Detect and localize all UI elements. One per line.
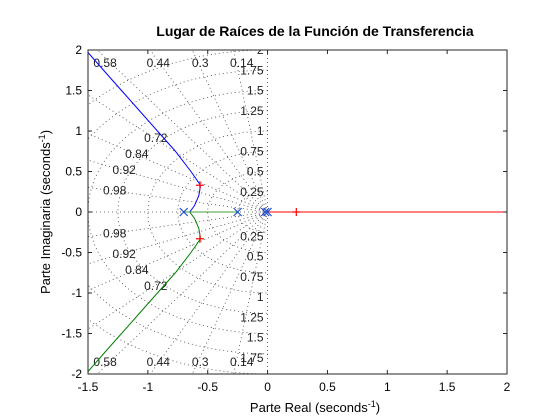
y-tick-label: 0 xyxy=(75,205,82,219)
x-tick-label: 0.5 xyxy=(319,380,336,394)
wn-grid-arc xyxy=(88,90,268,334)
zeta-grid-ray xyxy=(191,211,268,374)
x-tick-label: -0.5 xyxy=(197,380,218,394)
zeta-label-left-lower: 0.84 xyxy=(125,263,149,277)
zeta-grid-ray xyxy=(88,94,268,213)
zeta-grid-ray xyxy=(88,211,268,330)
tick-layer: -1.5 -1 -0.5 0 0.5 1 1.5 2-2-1.5-1-0.500.511.52 xyxy=(61,43,510,394)
locus-branch-1 xyxy=(88,211,202,372)
wn-label-lower: 1 xyxy=(257,290,264,304)
x-tick-label: 2 xyxy=(504,380,511,394)
zeta-label-left-upper: 0.98 xyxy=(103,184,127,198)
x-axis-label: Parte Real (seconds-1) xyxy=(250,399,380,415)
zeta-label-top: 0.44 xyxy=(147,56,171,70)
wn-label-upper: 0.25 xyxy=(240,185,264,199)
y-tick-label: 1.5 xyxy=(65,84,82,98)
y-tick-label: -0.5 xyxy=(61,246,82,260)
zeta-label-left-lower: 0.92 xyxy=(113,247,137,261)
x-tick-label: 1.5 xyxy=(439,380,456,394)
y-tick-label: -1.5 xyxy=(61,327,82,341)
zeta-grid-ray xyxy=(88,159,268,213)
wn-label-lower: 1.75 xyxy=(240,351,264,365)
series-layer xyxy=(88,52,507,372)
y-tick-label: 2 xyxy=(75,43,82,57)
locus-branch-0 xyxy=(88,52,202,213)
x-tick-label: 1 xyxy=(384,380,391,394)
wn-grid-arc xyxy=(88,69,268,355)
zeta-label-bottom: 0.14 xyxy=(230,355,254,369)
y-tick-label: 1 xyxy=(75,124,82,138)
grid-layer: 0.580.580.440.440.30.30.140.140.720.720.… xyxy=(88,43,268,385)
wn-label-lower: 1.25 xyxy=(240,310,264,324)
chart-title: Lugar de Raíces de la Función de Transfe… xyxy=(156,23,474,39)
wn-grid-arc xyxy=(237,191,268,233)
y-tick-label: -2 xyxy=(71,367,82,381)
open-loop-pole xyxy=(233,207,243,217)
wn-label-upper: 1.75 xyxy=(240,63,264,77)
zeta-label-top: 0.14 xyxy=(230,56,254,70)
zeta-label-left-upper: 0.92 xyxy=(113,163,137,177)
wn-label-lower: 1.5 xyxy=(247,331,264,345)
wn-label-upper: 1.25 xyxy=(240,104,264,118)
wn-label-upper: 2 xyxy=(257,43,264,57)
zeta-label-left-upper: 0.84 xyxy=(125,147,149,161)
zeta-label-left-lower: 0.72 xyxy=(144,279,168,293)
y-tick-label: 0.5 xyxy=(65,165,82,179)
y-tick-label: -1 xyxy=(71,286,82,300)
wn-grid-arc xyxy=(177,150,268,274)
zeta-label-top: 0.3 xyxy=(192,56,209,70)
zeta-grid-ray xyxy=(88,211,268,265)
open-loop-pole xyxy=(179,207,189,217)
zeta-grid-ray xyxy=(191,50,268,213)
marker-layer xyxy=(179,181,301,243)
x-tick-label: -1.5 xyxy=(78,380,99,394)
wn-label-lower: 0.25 xyxy=(240,229,264,243)
wn-label-upper: 1.5 xyxy=(247,84,264,98)
closed-loop-marker xyxy=(195,234,204,243)
zeta-label-bottom: 0.3 xyxy=(192,355,209,369)
zeta-label-left-lower: 0.98 xyxy=(103,226,127,240)
open-loop-pole xyxy=(260,207,270,217)
wn-label-lower: 0.5 xyxy=(247,250,264,264)
closed-loop-marker xyxy=(292,208,301,216)
zeta-label-top: 0.58 xyxy=(93,56,117,70)
wn-label-upper: 0.5 xyxy=(247,165,264,179)
wn-label-lower: 0.75 xyxy=(240,270,264,284)
zeta-label-left-upper: 0.72 xyxy=(144,131,168,145)
closed-loop-marker xyxy=(195,181,204,190)
x-tick-label: 0 xyxy=(264,380,271,394)
zeta-label-bottom: 0.44 xyxy=(147,355,171,369)
y-axis-label: Parte Imaginaria (seconds-1) xyxy=(37,130,53,294)
wn-label-lower: 2 xyxy=(257,371,264,385)
open-loop-pole xyxy=(263,207,272,217)
wn-label-upper: 1 xyxy=(257,124,264,138)
x-tick-label: -1 xyxy=(143,380,154,394)
wn-label-upper: 0.75 xyxy=(240,144,264,158)
